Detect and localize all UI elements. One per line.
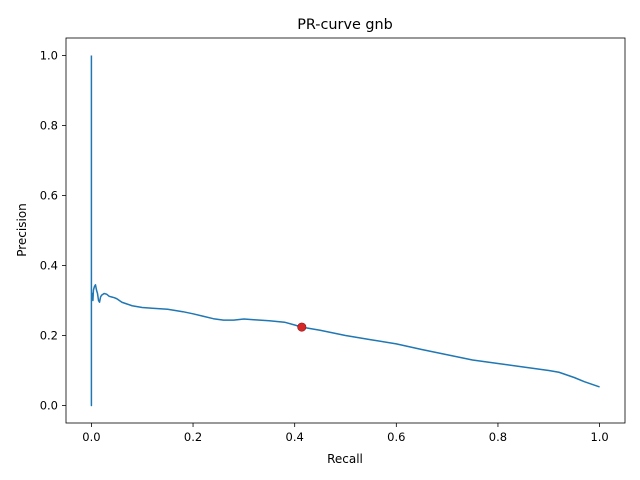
y-tick-label: 0.8 xyxy=(40,119,58,133)
x-tick-label: 0.0 xyxy=(82,430,100,444)
chart-title: PR-curve gnb xyxy=(297,17,393,33)
plot-area xyxy=(65,37,626,424)
pr-curve-line-0 xyxy=(90,55,600,407)
threshold-marker-point xyxy=(297,322,307,332)
x-tick-label: 0.2 xyxy=(184,430,202,444)
y-tick-label: 0.0 xyxy=(40,399,58,413)
x-tick-label: 0.8 xyxy=(489,430,507,444)
x-tick-label: 1.0 xyxy=(590,430,608,444)
x-tick-label: 0.6 xyxy=(387,430,405,444)
x-axis-ticks: 0.0 0.2 0.4 0.6 0.8 1.0 xyxy=(82,423,609,444)
y-tick-label: 0.4 xyxy=(40,259,58,273)
y-axis-label: Precision xyxy=(15,203,29,257)
y-axis-ticks: 0.0 0.2 0.4 0.6 0.8 1.0 xyxy=(40,49,66,413)
x-axis-label: Recall xyxy=(327,452,363,466)
y-tick-label: 0.2 xyxy=(40,329,58,343)
y-tick-label: 1.0 xyxy=(40,49,58,63)
y-tick-label: 0.6 xyxy=(40,189,58,203)
axes-background xyxy=(66,38,625,423)
x-tick-label: 0.4 xyxy=(286,430,304,444)
axes-frame xyxy=(65,37,626,424)
